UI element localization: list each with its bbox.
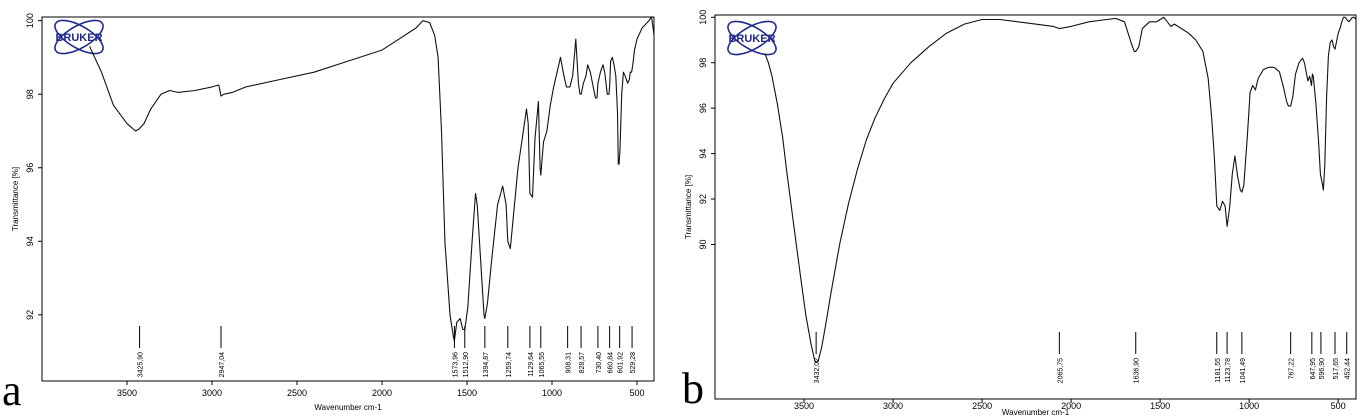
x-tick-label: 2500 bbox=[287, 388, 307, 398]
peak-label: 1573,96 bbox=[452, 352, 459, 377]
peak-label: 828,57 bbox=[579, 352, 586, 374]
peak-label: 1065,55 bbox=[539, 352, 546, 377]
y-tick-label: 100 bbox=[25, 13, 35, 28]
y-tick-label: 98 bbox=[25, 89, 35, 99]
peak-label: 1394,87 bbox=[483, 352, 490, 377]
logo-a: BRUKER bbox=[54, 19, 104, 55]
plot-frame bbox=[41, 16, 655, 382]
y-tick-label: 92 bbox=[698, 194, 708, 204]
peak-label: 767,22 bbox=[1289, 358, 1296, 380]
x-axis-label: Wavenumber cm-1 bbox=[314, 403, 382, 412]
peak-label: 529,28 bbox=[630, 352, 637, 374]
peak-label: 1041,49 bbox=[1240, 358, 1247, 383]
peak-label: 601,92 bbox=[618, 352, 625, 374]
y-tick-label: 100 bbox=[698, 10, 708, 25]
x-tick-label: 2000 bbox=[1061, 401, 1081, 411]
peak-label: 3425,90 bbox=[138, 352, 145, 377]
logo-orbit-icon bbox=[54, 19, 104, 55]
y-tick-label: 94 bbox=[698, 149, 708, 159]
x-tick-label: 2500 bbox=[972, 401, 992, 411]
spectrum-line bbox=[764, 16, 1357, 364]
spectrum-line bbox=[89, 16, 655, 342]
peak-label: 1512,90 bbox=[463, 352, 470, 377]
y-tick-label: 94 bbox=[25, 236, 35, 246]
logo-text: BRUKER bbox=[728, 33, 775, 45]
logo-orbit-icon bbox=[54, 19, 104, 55]
x-tick-label: 500 bbox=[1331, 401, 1346, 411]
peak-label: 517,65 bbox=[1333, 358, 1340, 380]
x-tick-label: 3500 bbox=[794, 401, 814, 411]
x-tick-label: 500 bbox=[629, 388, 644, 398]
peak-label: 2947,04 bbox=[219, 352, 226, 377]
peak-label: 1636,90 bbox=[1134, 358, 1141, 383]
x-tick-label: 3000 bbox=[883, 401, 903, 411]
logo-text: BRUKER bbox=[55, 32, 102, 44]
y-tick-label: 92 bbox=[25, 310, 35, 320]
peak-label: 1259,74 bbox=[506, 352, 513, 377]
peak-label: 1181,55 bbox=[1215, 358, 1222, 383]
y-axis-label: Transmittance [%] bbox=[11, 167, 20, 231]
y-tick-label: 96 bbox=[698, 103, 708, 113]
peak-label: 908,31 bbox=[566, 352, 573, 374]
x-tick-label: 1500 bbox=[1150, 401, 1170, 411]
peak-label: 1129,64 bbox=[528, 352, 535, 377]
x-tick-label: 3500 bbox=[117, 388, 137, 398]
x-tick-label: 1000 bbox=[542, 388, 562, 398]
y-tick-label: 90 bbox=[698, 239, 708, 249]
panel-letter-a: a bbox=[2, 366, 22, 415]
x-tick-label: 3000 bbox=[202, 388, 222, 398]
peak-label: 1123,78 bbox=[1225, 358, 1232, 383]
logo-b: BRUKER bbox=[727, 20, 777, 56]
x-tick-label: 1000 bbox=[1239, 401, 1259, 411]
panel-a: BRUKER a 3500 3000 2500 2000 1500 1000 500 92 94… bbox=[2, 13, 655, 415]
panel-letter-b: b bbox=[682, 364, 704, 413]
peak-label: 660,84 bbox=[608, 352, 615, 374]
y-axis-label: Transmittance [%] bbox=[684, 175, 693, 239]
logo-orbit-icon bbox=[727, 20, 777, 56]
peak-label: 452,44 bbox=[1345, 358, 1352, 380]
peak-label: 647,95 bbox=[1310, 358, 1317, 380]
y-tick-label: 98 bbox=[698, 58, 708, 68]
peak-label: 3432,02 bbox=[814, 358, 821, 383]
peak-label: 730,40 bbox=[596, 352, 603, 374]
panel-b: BRUKER b 3500 3000 2500 2000 1500 1000 500 90 92… bbox=[682, 10, 1357, 417]
plot-frame bbox=[714, 14, 1357, 400]
peak-label: 2065,75 bbox=[1057, 358, 1064, 383]
x-axis-label: Wavenumber cm-1 bbox=[1002, 408, 1070, 417]
logo-orbit-icon bbox=[727, 20, 777, 56]
peak-label: 596,90 bbox=[1319, 358, 1326, 380]
x-tick-label: 2000 bbox=[372, 388, 392, 398]
x-tick-label: 1500 bbox=[457, 388, 477, 398]
y-tick-label: 96 bbox=[25, 163, 35, 173]
